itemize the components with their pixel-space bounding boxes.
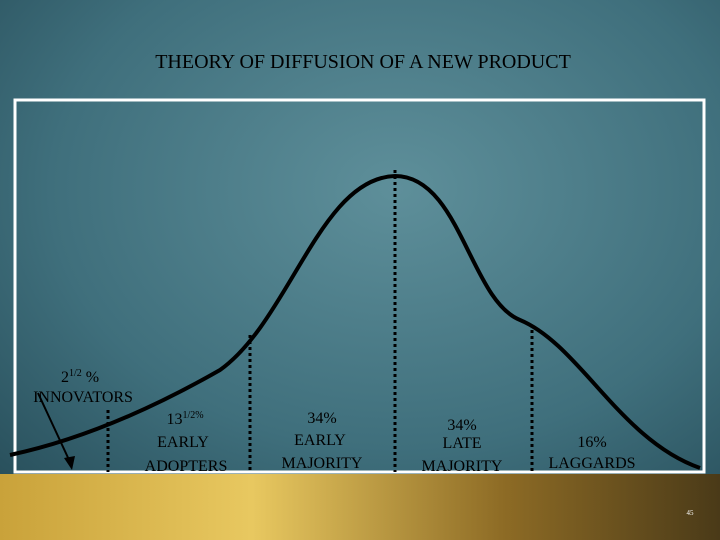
diffusion-curve xyxy=(9,173,701,470)
label: LAGGARDS xyxy=(548,455,635,472)
keyboard-strip xyxy=(0,474,720,540)
share: 16% xyxy=(577,434,606,451)
share-sup: 1/2 xyxy=(69,368,82,379)
dividers xyxy=(106,170,534,472)
share-main: 2 xyxy=(61,369,69,386)
share: 21/2 % xyxy=(61,368,99,386)
frame xyxy=(13,98,706,474)
share-sup: 1/2% xyxy=(182,410,203,421)
label: MAJORITY xyxy=(422,458,503,475)
share: 34% xyxy=(447,417,476,434)
label: ADOPTERS xyxy=(145,458,228,475)
label: EARLY xyxy=(294,432,346,449)
label: MAJORITY xyxy=(282,455,363,472)
share-suffix: % xyxy=(82,369,99,386)
arrow xyxy=(37,392,71,463)
arrow-head xyxy=(64,456,75,470)
label: EARLY xyxy=(157,434,209,451)
share: 34% xyxy=(307,410,336,427)
label: LATE xyxy=(442,435,481,452)
share-main: 13 xyxy=(166,411,182,428)
label: INNOVATORS xyxy=(33,389,133,406)
title: THEORY OF DIFFUSION OF A NEW PRODUCT xyxy=(155,51,571,73)
page-number: 45 xyxy=(687,509,695,517)
share: 131/2% xyxy=(166,410,203,428)
